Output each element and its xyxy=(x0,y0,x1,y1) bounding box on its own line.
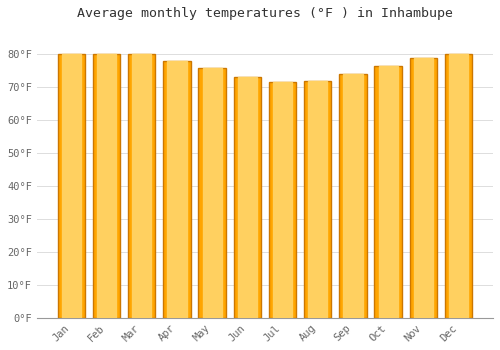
Title: Average monthly temperatures (°F ) in Inhambupe: Average monthly temperatures (°F ) in In… xyxy=(77,7,453,20)
Bar xyxy=(132,54,152,318)
Bar xyxy=(128,54,156,318)
Bar xyxy=(238,77,257,318)
Bar xyxy=(410,58,437,318)
Bar xyxy=(97,54,116,318)
Bar xyxy=(449,54,468,318)
Bar xyxy=(308,81,328,318)
Bar xyxy=(62,54,81,318)
Bar xyxy=(168,61,186,318)
Bar xyxy=(304,81,332,318)
Bar xyxy=(414,58,433,318)
Bar xyxy=(93,54,120,318)
Bar xyxy=(273,82,292,318)
Bar xyxy=(202,68,222,318)
Bar xyxy=(234,77,261,318)
Bar xyxy=(339,74,366,318)
Bar xyxy=(163,61,190,318)
Bar xyxy=(269,82,296,318)
Bar xyxy=(198,68,226,318)
Bar xyxy=(344,74,362,318)
Bar xyxy=(378,66,398,318)
Bar xyxy=(58,54,85,318)
Bar xyxy=(445,54,472,318)
Bar xyxy=(374,66,402,318)
